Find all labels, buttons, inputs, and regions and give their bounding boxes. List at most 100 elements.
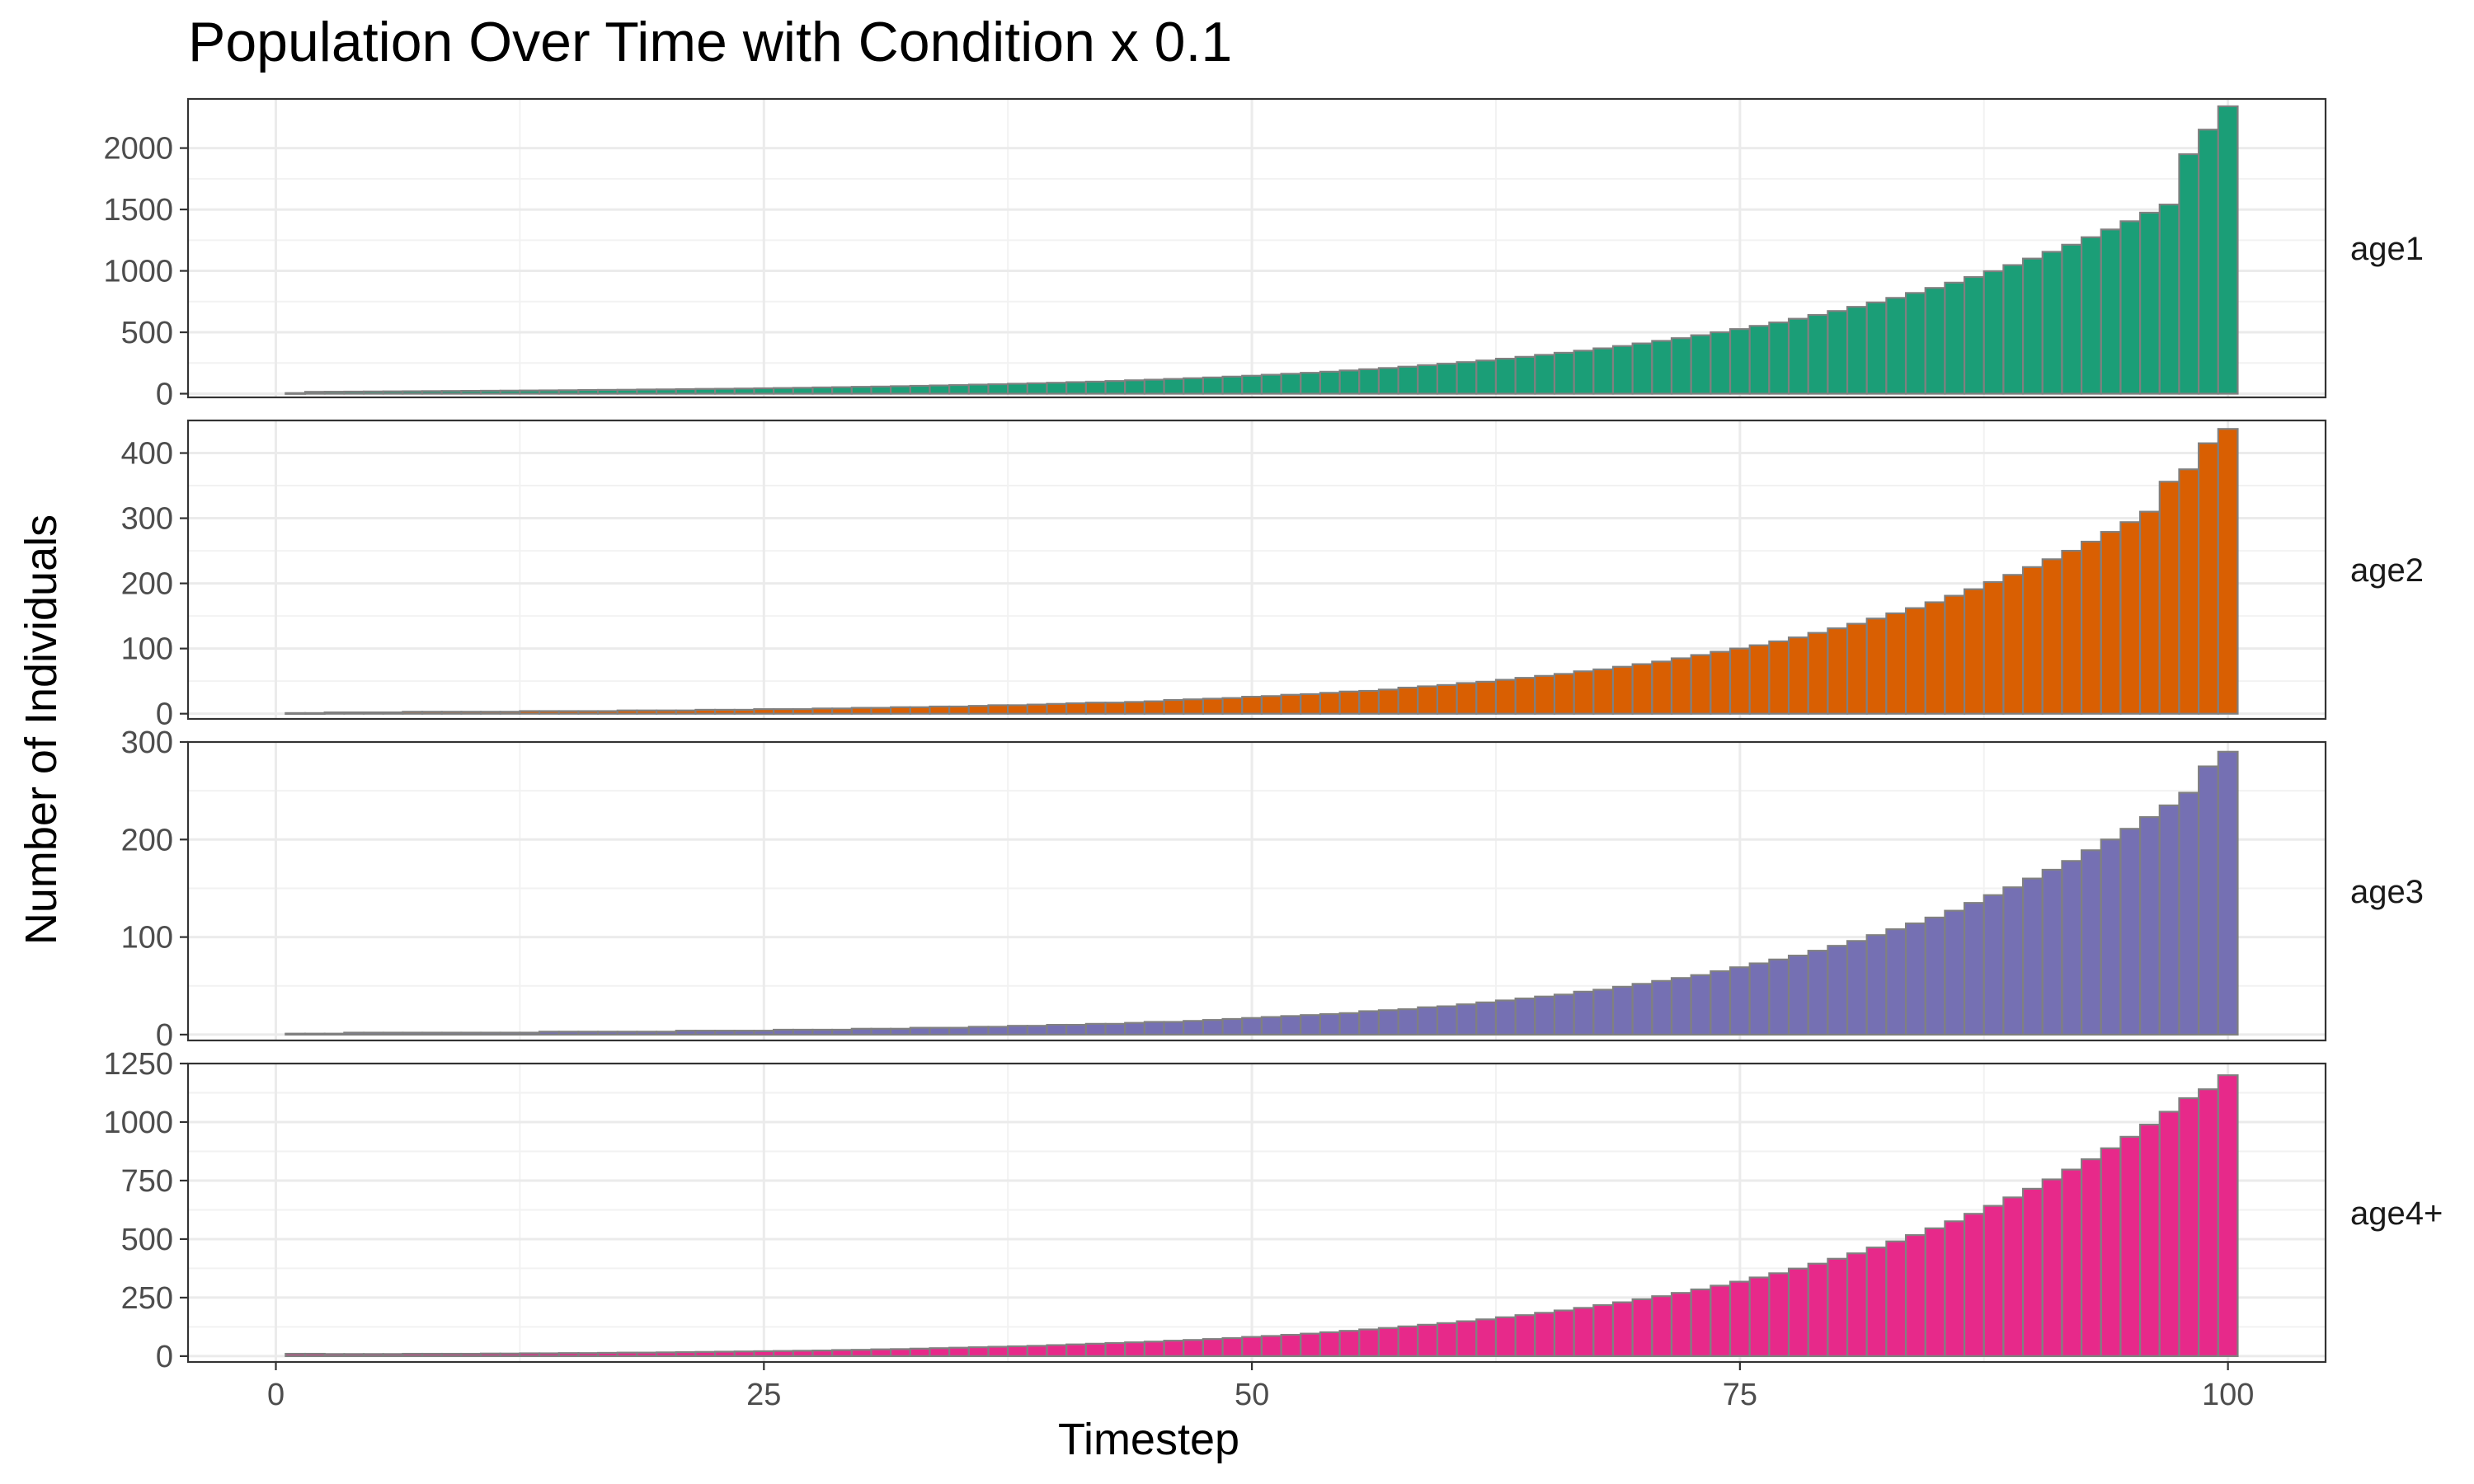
bar-age1-73 [1690,334,1712,395]
bar-age2-30 [850,707,872,715]
bar-age1-25 [753,387,775,395]
bar-age1-31 [870,385,892,395]
bar-age1-85 [1924,287,1946,395]
y-tick-label: 750 [121,1164,173,1199]
bar-age2-46 [1163,698,1185,715]
bar-age4+-48 [1202,1338,1224,1358]
bar-age3-66 [1553,993,1575,1036]
bar-age3-82 [1865,934,1888,1036]
bar-age2-70 [1631,663,1653,715]
bar-age1-66 [1553,351,1575,395]
bar-age3-70 [1631,983,1653,1036]
bar-age2-79 [1807,632,1829,715]
bar-age3-43 [1104,1022,1126,1036]
bar-age4+-43 [1104,1341,1126,1358]
x-tick-label: 100 [2202,1378,2254,1412]
bar-age2-33 [909,706,931,715]
bar-age1-53 [1300,372,1322,395]
bar-age4+-70 [1631,1298,1653,1358]
bar-age1-17 [596,388,618,395]
y-tick-label: 1000 [103,1106,173,1140]
bar-age4+-79 [1807,1262,1829,1358]
bar-age1-98 [2178,153,2200,395]
bar-age2-61 [1456,682,1478,715]
bar-age1-100 [2217,105,2239,395]
facet-label-age2: age2 [2350,552,2424,589]
bar-age1-71 [1651,340,1673,395]
x-tick-label: 0 [267,1378,285,1412]
bar-age4+-86 [1944,1220,1966,1358]
bar-age3-65 [1534,995,1556,1036]
bar-age4+-72 [1670,1292,1692,1358]
y-tick-label: 300 [121,502,173,537]
bar-age1-62 [1475,359,1498,395]
bar-age2-60 [1436,683,1458,715]
bar-age1-95 [2119,220,2142,395]
bar-age2-58 [1397,686,1419,715]
bar-age3-80 [1827,945,1849,1036]
bar-age2-21 [675,709,697,715]
bar-age1-79 [1807,313,1829,395]
bar-age3-77 [1768,958,1790,1036]
bar-age1-89 [2002,264,2025,395]
bar-age2-5 [362,711,384,715]
bar-age4+-88 [1982,1205,2005,1358]
bar-age4+-1 [285,1352,307,1358]
bar-age2-53 [1300,693,1322,715]
bar-age3-21 [675,1030,697,1036]
bar-age4+-6 [382,1353,404,1358]
bar-age4+-76 [1748,1276,1771,1358]
bar-age4+-67 [1573,1307,1595,1358]
bar-age1-37 [987,383,1009,395]
x-tick-label: 25 [746,1378,781,1412]
bar-age3-74 [1710,970,1732,1036]
bar-age3-22 [694,1030,717,1036]
bar-age1-21 [675,387,697,395]
bar-age4+-90 [2021,1187,2044,1358]
bar-age4+-4 [343,1353,365,1358]
bar-age2-22 [694,708,717,715]
bar-age1-55 [1338,369,1361,395]
bar-age4+-93 [2081,1158,2102,1358]
bar-age3-47 [1183,1020,1205,1036]
facet-label-age3: age3 [2350,874,2424,910]
bar-age3-44 [1124,1021,1145,1036]
bar-age4+-9 [440,1352,463,1358]
bar-age1-84 [1904,292,1926,395]
bar-age1-23 [714,387,736,395]
bar-age4+-5 [362,1353,384,1358]
bar-age2-92 [2061,549,2083,715]
bar-age1-70 [1631,342,1653,395]
y-tick-label: 250 [121,1281,173,1316]
y-tick-label: 1000 [103,255,173,289]
chart-title: Population Over Time with Condition x 0.… [188,11,1233,73]
bar-age4+-80 [1827,1257,1849,1358]
bar-age3-94 [2100,838,2122,1036]
bar-age1-4 [343,390,365,395]
bar-age2-9 [440,711,463,715]
y-tick-label: 100 [121,921,173,956]
bar-age2-75 [1729,647,1751,715]
bar-age2-31 [870,707,892,715]
bar-age2-7 [402,711,424,715]
bar-age2-86 [1944,594,1966,715]
bar-age2-32 [890,706,911,715]
bar-age3-91 [2041,868,2063,1036]
bar-age3-20 [656,1031,677,1036]
bar-age2-18 [616,709,638,715]
bar-age1-88 [1982,270,2005,395]
bar-age1-36 [967,383,990,395]
bar-age1-48 [1202,376,1224,395]
bar-age4+-12 [499,1352,521,1358]
bar-age1-32 [890,385,911,395]
bar-age2-6 [382,711,404,715]
bar-age1-57 [1377,367,1399,395]
bar-age2-37 [987,704,1009,715]
bar-age3-51 [1260,1016,1282,1036]
bar-age3-81 [1846,940,1868,1036]
bar-age2-94 [2100,531,2122,715]
bar-age4+-46 [1163,1340,1185,1358]
bar-age3-12 [499,1031,521,1036]
bar-age4+-52 [1280,1333,1302,1358]
